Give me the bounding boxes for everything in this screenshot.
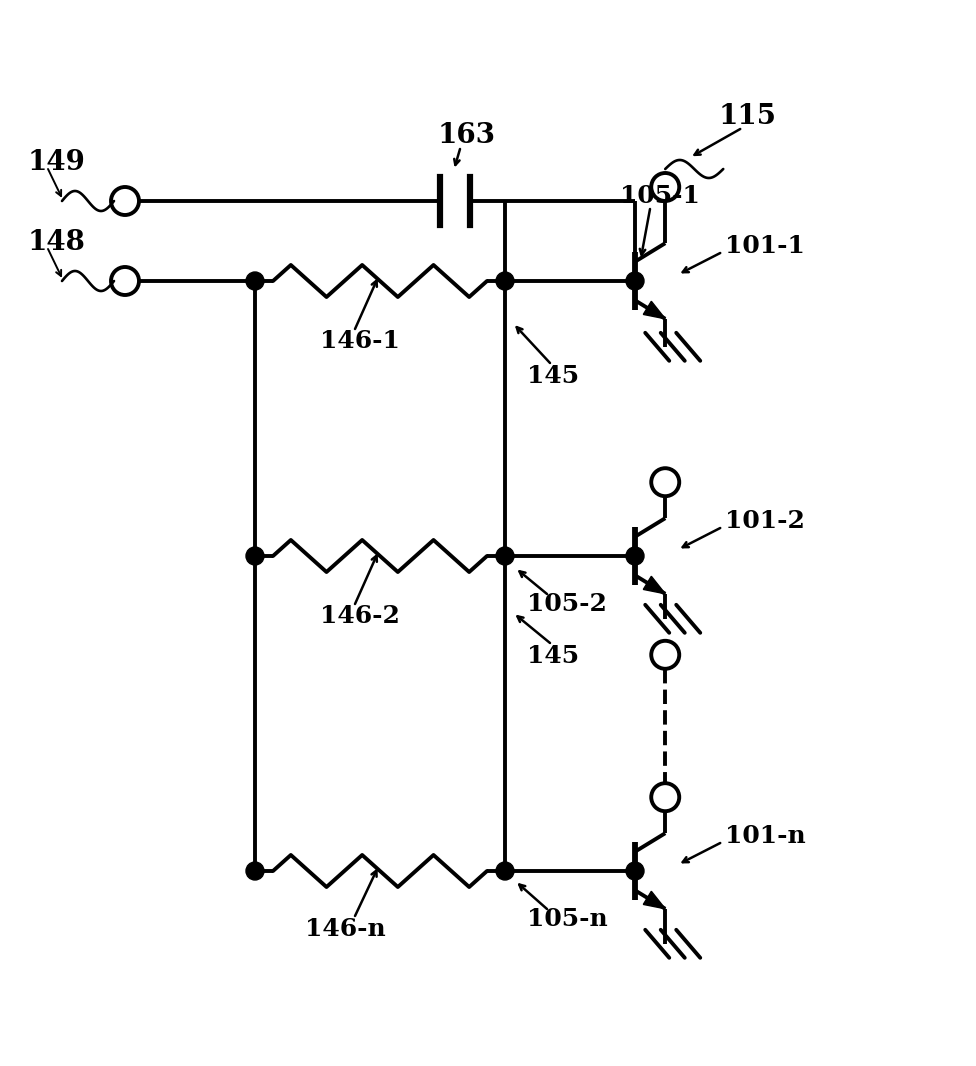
Text: 146-2: 146-2 bbox=[320, 604, 400, 628]
Circle shape bbox=[496, 547, 514, 565]
Text: 101-2: 101-2 bbox=[725, 508, 805, 533]
Text: 146-n: 146-n bbox=[305, 917, 386, 941]
Text: 145: 145 bbox=[527, 364, 579, 388]
Polygon shape bbox=[643, 302, 666, 319]
Text: 105-1: 105-1 bbox=[620, 184, 700, 208]
Text: 148: 148 bbox=[28, 229, 86, 257]
Text: 101-1: 101-1 bbox=[725, 235, 805, 258]
Text: 101-n: 101-n bbox=[725, 824, 806, 847]
Circle shape bbox=[496, 862, 514, 881]
Text: 145: 145 bbox=[527, 644, 579, 668]
Text: 115: 115 bbox=[718, 102, 776, 129]
Text: 105-2: 105-2 bbox=[527, 592, 607, 616]
Text: 163: 163 bbox=[438, 123, 496, 149]
Polygon shape bbox=[643, 577, 666, 594]
Circle shape bbox=[626, 272, 644, 290]
Circle shape bbox=[626, 862, 644, 881]
Circle shape bbox=[246, 862, 264, 881]
Circle shape bbox=[246, 547, 264, 565]
Text: 149: 149 bbox=[28, 149, 86, 177]
Text: 146-1: 146-1 bbox=[320, 329, 400, 353]
Circle shape bbox=[626, 547, 644, 565]
Text: 105-n: 105-n bbox=[527, 907, 608, 931]
Circle shape bbox=[246, 272, 264, 290]
Polygon shape bbox=[643, 891, 666, 909]
Circle shape bbox=[496, 272, 514, 290]
